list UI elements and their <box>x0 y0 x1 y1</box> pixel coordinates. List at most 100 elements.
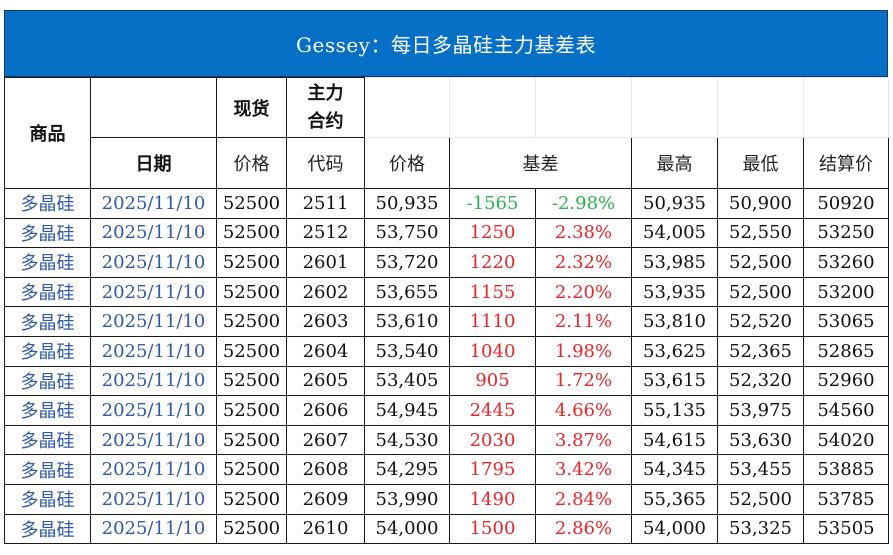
settle-cell: 53260 <box>803 247 889 278</box>
settle-cell: 53785 <box>803 483 889 515</box>
contract-code-cell: 2602 <box>286 276 365 308</box>
price-cell: 53,720 <box>364 247 450 278</box>
contract-code-cell: 2607 <box>286 424 365 456</box>
header-settle: 结算价 <box>803 137 889 189</box>
table-title: Gessey：每日多晶硅主力基差表 <box>4 10 888 77</box>
price-cell: 54,000 <box>364 513 450 545</box>
spot-price-cell: 52500 <box>216 335 287 367</box>
basis-pct-cell: 1.72% <box>535 365 632 397</box>
header-code: 代码 <box>286 137 365 189</box>
table-row: 多晶硅 2025/11/10 52500 2605 53,405 905 1.72% 53,6… <box>4 365 889 397</box>
low-cell: 53,455 <box>717 454 804 485</box>
header-blank-cell <box>717 77 804 138</box>
product-cell: 多晶硅 <box>4 365 91 397</box>
header-date: 日期 <box>90 137 217 189</box>
table-row: 多晶硅 2025/11/10 52500 2601 53,720 1220 2.32% 53,… <box>4 247 889 278</box>
spot-price-cell: 52500 <box>216 217 287 249</box>
product-cell: 多晶硅 <box>4 513 91 545</box>
product-cell: 多晶硅 <box>4 483 91 515</box>
settle-cell: 52865 <box>803 335 889 367</box>
spot-price-cell: 52500 <box>216 306 287 337</box>
table-row: 多晶硅 2025/11/10 52500 2602 53,655 1155 2.20% 53,… <box>4 276 889 308</box>
product-cell: 多晶硅 <box>4 188 91 219</box>
product-cell: 多晶硅 <box>4 306 91 337</box>
contract-code-cell: 2610 <box>286 513 365 545</box>
basis-cell: 1795 <box>449 454 536 485</box>
settle-cell: 54560 <box>803 395 889 426</box>
table-row: 多晶硅 2025/11/10 52500 2604 53,540 1040 1.98% 53,… <box>4 335 889 367</box>
contract-code-cell: 2511 <box>286 188 365 219</box>
spot-price-cell: 52500 <box>216 395 287 426</box>
spot-price-cell: 52500 <box>216 483 287 515</box>
table-row: 多晶硅 2025/11/10 52500 2609 53,990 1490 2.84% 55,… <box>4 483 889 515</box>
product-cell: 多晶硅 <box>4 424 91 456</box>
header-spot-price: 价格 <box>216 137 287 189</box>
contract-code-cell: 2606 <box>286 395 365 426</box>
settle-cell: 54020 <box>803 424 889 456</box>
basis-cell: 1155 <box>449 276 536 308</box>
basis-pct-cell: 2.20% <box>535 276 632 308</box>
settle-cell: 53250 <box>803 217 889 249</box>
basis-cell: -1565 <box>449 188 536 219</box>
high-cell: 53,625 <box>631 335 718 367</box>
spot-price-cell: 52500 <box>216 247 287 278</box>
header-main-contract: 主力 合约 <box>286 77 365 138</box>
date-cell: 2025/11/10 <box>90 483 217 515</box>
spot-price-cell: 52500 <box>216 276 287 308</box>
header-blank-cell <box>449 77 536 138</box>
product-cell: 多晶硅 <box>4 276 91 308</box>
high-cell: 50,935 <box>631 188 718 219</box>
header-product: 商品 <box>4 77 91 189</box>
basis-cell: 1490 <box>449 483 536 515</box>
high-cell: 55,135 <box>631 395 718 426</box>
high-cell: 55,365 <box>631 483 718 515</box>
header-main-contract-label: 主力 合约 <box>307 82 344 132</box>
date-cell: 2025/11/10 <box>90 247 217 278</box>
product-cell: 多晶硅 <box>4 395 91 426</box>
price-cell: 53,610 <box>364 306 450 337</box>
basis-pct-cell: 4.66% <box>535 395 632 426</box>
product-cell: 多晶硅 <box>4 217 91 249</box>
basis-pct-cell: -2.98% <box>535 188 632 219</box>
low-cell: 52,500 <box>717 483 804 515</box>
product-cell: 多晶硅 <box>4 335 91 367</box>
basis-table: 商品 现货 主力 合约 日期 价格 代码 价格 基差 最高 最低 结算价 多晶硅… <box>4 77 889 545</box>
product-cell: 多晶硅 <box>4 247 91 278</box>
date-cell: 2025/11/10 <box>90 395 217 426</box>
table-row: 多晶硅 2025/11/10 52500 2606 54,945 2445 4.66% 55,… <box>4 395 889 426</box>
basis-pct-cell: 3.42% <box>535 454 632 485</box>
header-blank-cell <box>364 77 450 138</box>
high-cell: 53,985 <box>631 247 718 278</box>
basis-pct-cell: 2.86% <box>535 513 632 545</box>
table-row: 多晶硅 2025/11/10 52500 2610 54,000 1500 2.86% 54,… <box>4 513 889 545</box>
basis-cell: 2030 <box>449 424 536 456</box>
basis-pct-cell: 2.38% <box>535 217 632 249</box>
basis-pct-cell: 3.87% <box>535 424 632 456</box>
date-cell: 2025/11/10 <box>90 217 217 249</box>
basis-pct-cell: 2.32% <box>535 247 632 278</box>
low-cell: 52,550 <box>717 217 804 249</box>
contract-code-cell: 2601 <box>286 247 365 278</box>
low-cell: 53,630 <box>717 424 804 456</box>
basis-cell: 2445 <box>449 395 536 426</box>
date-cell: 2025/11/10 <box>90 335 217 367</box>
product-cell: 多晶硅 <box>4 454 91 485</box>
basis-cell: 1220 <box>449 247 536 278</box>
spot-price-cell: 52500 <box>216 188 287 219</box>
date-cell: 2025/11/10 <box>90 276 217 308</box>
price-cell: 54,295 <box>364 454 450 485</box>
header-low: 最低 <box>717 137 804 189</box>
low-cell: 53,325 <box>717 513 804 545</box>
low-cell: 52,520 <box>717 306 804 337</box>
high-cell: 53,615 <box>631 365 718 397</box>
date-cell: 2025/11/10 <box>90 454 217 485</box>
header-price: 价格 <box>364 137 450 189</box>
price-cell: 50,935 <box>364 188 450 219</box>
low-cell: 52,365 <box>717 335 804 367</box>
date-cell: 2025/11/10 <box>90 306 217 337</box>
contract-code-cell: 2603 <box>286 306 365 337</box>
price-cell: 53,540 <box>364 335 450 367</box>
spot-price-cell: 52500 <box>216 454 287 485</box>
settle-cell: 52960 <box>803 365 889 397</box>
header-blank-cell <box>803 77 889 138</box>
